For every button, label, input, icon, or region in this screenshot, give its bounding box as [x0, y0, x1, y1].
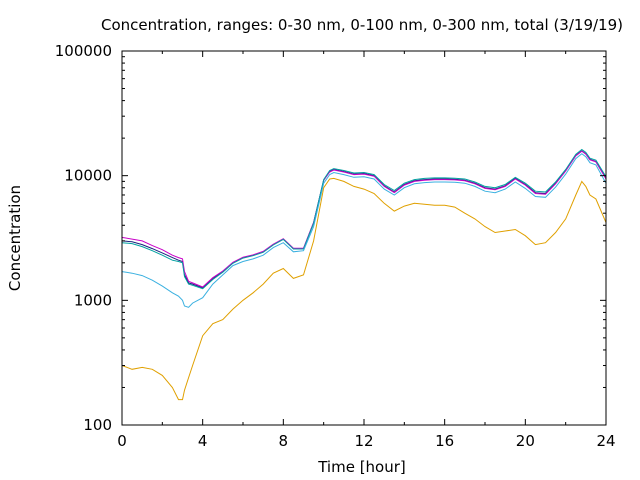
series-line-3	[121, 148, 607, 290]
ticks-layer: 0 4 8 12 16 20 24 100 1000 10000 100000	[55, 42, 616, 450]
x-tick-label: 12	[354, 432, 373, 450]
y-tick-label: 10000	[64, 167, 112, 185]
x-axis-label: Time [hour]	[317, 458, 406, 476]
y-tick-label: 100000	[55, 42, 112, 60]
y-axis-label: Concentration	[6, 185, 24, 291]
x-tick-label: 24	[596, 432, 615, 450]
y-tick-label: 1000	[74, 291, 112, 309]
x-tick-label: 20	[516, 432, 535, 450]
series-line-1	[121, 150, 607, 289]
series-line-4	[121, 153, 607, 308]
plot-frame	[121, 50, 607, 426]
chart-title: Concentration, ranges: 0-30 nm, 0-100 nm…	[101, 16, 623, 34]
y-tick-label: 100	[83, 416, 112, 434]
series-line-2	[121, 150, 607, 288]
x-tick-label: 8	[279, 432, 289, 450]
x-tick-label: 16	[435, 432, 454, 450]
x-tick-label: 0	[117, 432, 127, 450]
series-line-5	[121, 177, 607, 401]
series-layer	[121, 148, 607, 401]
x-tick-label: 4	[198, 432, 208, 450]
